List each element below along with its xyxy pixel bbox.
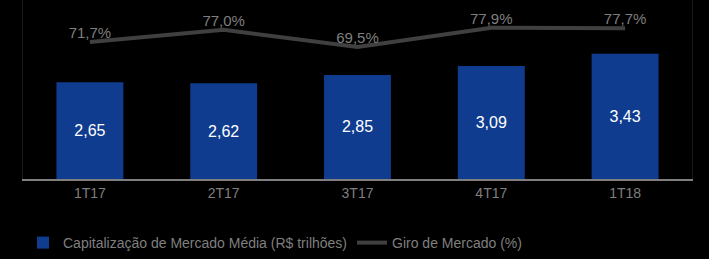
svg-text:2,62: 2,62 xyxy=(208,123,239,140)
svg-text:1T18: 1T18 xyxy=(609,185,641,201)
svg-text:3,09: 3,09 xyxy=(476,114,507,131)
svg-text:77,0%: 77,0% xyxy=(202,12,245,29)
svg-text:1T17: 1T17 xyxy=(74,185,106,201)
svg-text:2T17: 2T17 xyxy=(208,185,240,201)
svg-text:71,7%: 71,7% xyxy=(69,24,112,41)
svg-text:2,85: 2,85 xyxy=(342,118,373,135)
svg-text:69,5%: 69,5% xyxy=(336,29,379,46)
svg-text:Giro de Mercado (%): Giro de Mercado (%) xyxy=(392,235,522,251)
svg-text:2,65: 2,65 xyxy=(74,122,105,139)
svg-text:Capitalização de Mercado Média: Capitalização de Mercado Média (R$ trilh… xyxy=(63,235,347,251)
svg-text:3,43: 3,43 xyxy=(609,108,640,125)
svg-text:77,9%: 77,9% xyxy=(470,10,513,27)
svg-text:4T17: 4T17 xyxy=(475,185,507,201)
svg-text:77,7%: 77,7% xyxy=(604,10,647,27)
svg-text:3T17: 3T17 xyxy=(342,185,374,201)
